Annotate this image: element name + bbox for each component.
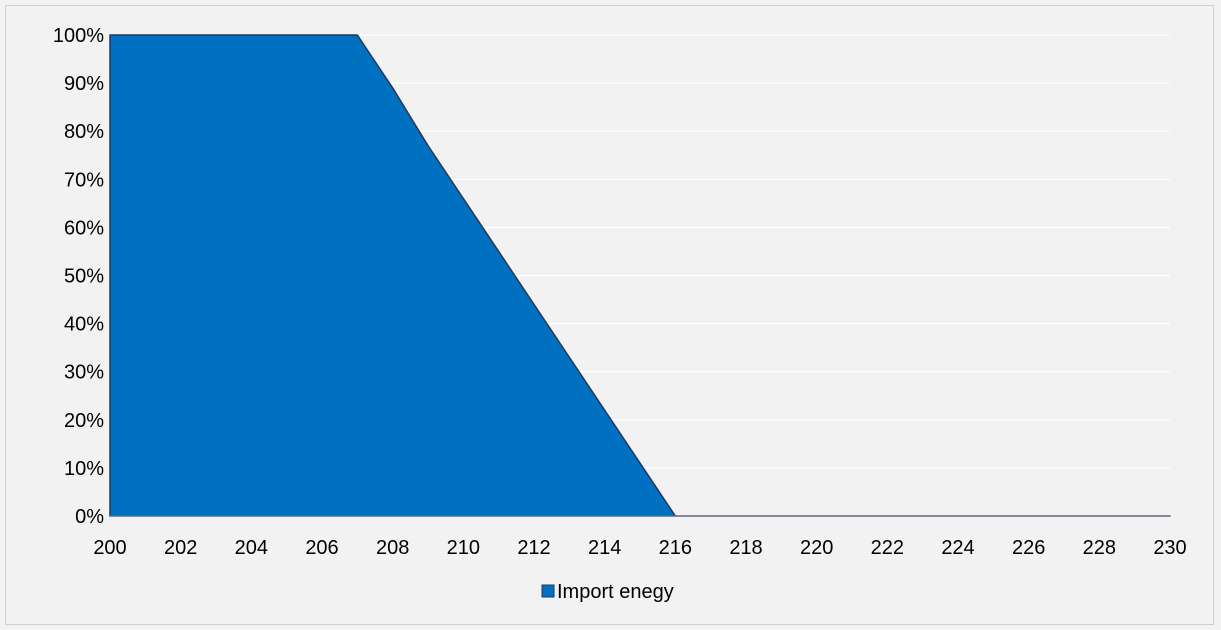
axes: 0% 10% 20% 30% 40% 50% 60% 70% 80% 90% 100% 200 202 2…	[53, 25, 1187, 559]
legend: Import enegy	[541, 581, 674, 603]
y-tick-label: 70%	[64, 169, 104, 191]
x-tick-label: 222	[871, 537, 904, 559]
x-tick-label: 202	[164, 537, 197, 559]
x-tick-label: 204	[235, 537, 268, 559]
y-tick-label: 20%	[64, 410, 104, 432]
x-tick-label: 218	[729, 537, 762, 559]
y-tick-label: 10%	[64, 458, 104, 480]
legend-swatch	[541, 584, 555, 598]
y-tick-label: 50%	[64, 266, 104, 288]
y-tick-label: 90%	[64, 73, 104, 95]
x-tick-label: 210	[447, 537, 480, 559]
x-tick-label: 216	[659, 537, 692, 559]
x-tick-label: 220	[800, 537, 833, 559]
x-tick-label: 212	[517, 537, 550, 559]
x-tick-label: 228	[1083, 537, 1116, 559]
x-tick-label: 200	[93, 537, 126, 559]
y-tick-label: 80%	[64, 121, 104, 143]
x-tick-label: 214	[588, 537, 621, 559]
x-tick-label: 226	[1012, 537, 1045, 559]
x-tick-label: 208	[376, 537, 409, 559]
y-tick-label: 40%	[64, 314, 104, 336]
y-tick-label: 30%	[64, 362, 104, 384]
y-tick-label: 60%	[64, 217, 104, 239]
y-tick-label: 100%	[53, 25, 104, 47]
x-tick-label: 230	[1153, 537, 1186, 559]
x-tick-label: 206	[305, 537, 338, 559]
y-tick-label: 0%	[75, 506, 104, 528]
x-tick-label: 224	[941, 537, 974, 559]
legend-label: Import enegy	[557, 581, 674, 603]
